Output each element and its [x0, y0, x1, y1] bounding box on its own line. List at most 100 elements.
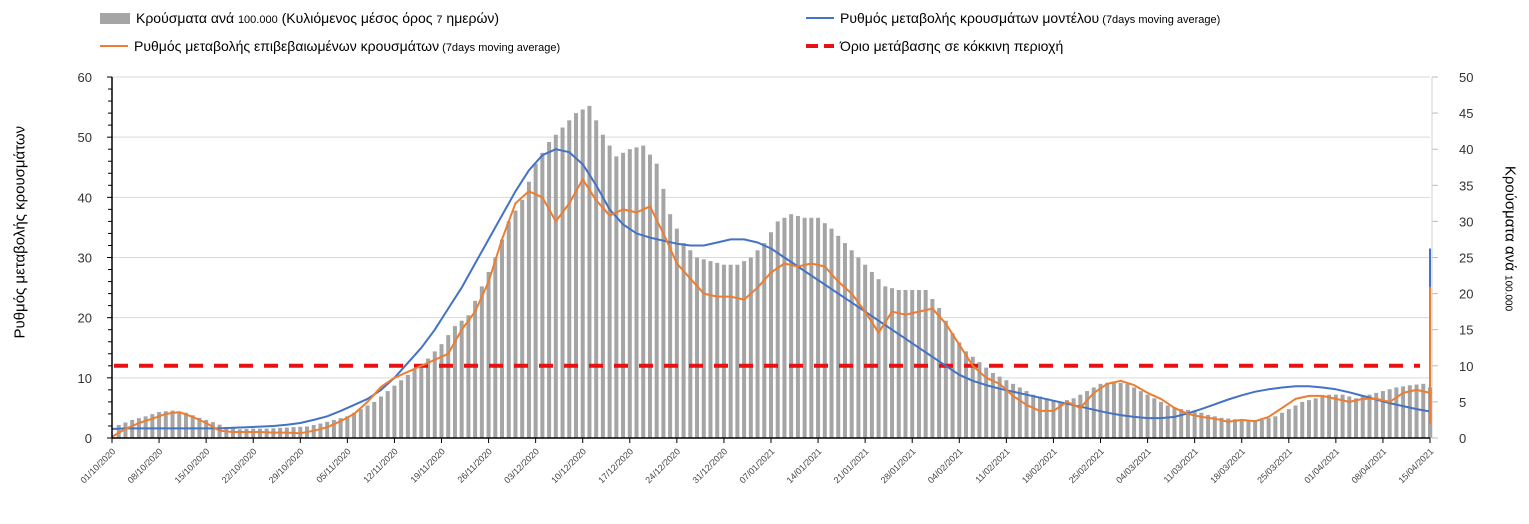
bar [426, 358, 431, 438]
y-left-tick-label: 50 [78, 130, 92, 145]
x-tick-label: 26/11/2020 [456, 446, 494, 484]
bar [520, 199, 525, 438]
y-left-tick-label: 60 [78, 70, 92, 85]
bar [1327, 394, 1332, 438]
bar [560, 127, 565, 438]
bar [641, 145, 646, 438]
x-tick-label: 31/12/2020 [690, 446, 729, 485]
bar [661, 188, 666, 438]
bar [244, 428, 249, 438]
bar [331, 419, 336, 438]
bar [587, 105, 592, 438]
bar [1347, 396, 1352, 438]
bar [466, 315, 471, 438]
bar [547, 141, 552, 439]
bar [594, 120, 599, 438]
legend-bars-swatch [100, 12, 130, 24]
bar [163, 411, 168, 438]
bar [1333, 394, 1338, 438]
bar [473, 300, 478, 438]
bar [836, 235, 841, 438]
bar [1286, 409, 1291, 438]
bar [486, 271, 491, 438]
legend-model-swatch [806, 17, 834, 19]
y-right-tick-label: 30 [1459, 214, 1473, 229]
y-right-tick-label: 35 [1459, 178, 1473, 193]
bar [647, 154, 652, 439]
bar [224, 427, 229, 438]
bar [358, 409, 363, 438]
bar [1320, 396, 1325, 438]
bar [439, 344, 444, 438]
x-tick-label: 04/02/2021 [926, 446, 965, 485]
bar [1306, 400, 1311, 438]
y-right-tick-label: 10 [1459, 359, 1473, 374]
bar [526, 181, 531, 438]
x-tick-label: 11/03/2021 [1162, 446, 1200, 484]
bar [1085, 391, 1090, 438]
bar [1091, 387, 1096, 438]
bar [1232, 419, 1237, 438]
bar [123, 422, 128, 438]
bar [997, 376, 1002, 438]
bar [385, 391, 390, 438]
bar [1011, 383, 1016, 438]
bar [352, 412, 357, 438]
bar [1185, 409, 1190, 438]
bar [977, 362, 982, 438]
bar [654, 163, 659, 438]
bar [1219, 417, 1224, 438]
bar [264, 428, 269, 438]
bar [876, 279, 881, 438]
bar [1138, 391, 1143, 438]
bar [1051, 400, 1056, 438]
bar [150, 414, 155, 438]
bar [452, 326, 457, 438]
bar [1407, 385, 1412, 438]
bar [365, 405, 370, 438]
bar [802, 217, 807, 438]
bar [183, 412, 188, 438]
x-tick-label: 25/03/2021 [1255, 446, 1294, 485]
bar [1071, 398, 1076, 438]
bar [1414, 384, 1419, 438]
bar [930, 299, 935, 438]
bar [1246, 419, 1251, 438]
bar [580, 109, 585, 439]
bar [143, 416, 148, 438]
bar [1226, 418, 1231, 438]
bar [1367, 394, 1372, 438]
bar [459, 320, 464, 438]
y-right-tick-label: 5 [1459, 395, 1466, 410]
bar [964, 351, 969, 438]
x-tick-label: 08/04/2021 [1349, 446, 1388, 485]
bar [1199, 412, 1204, 438]
x-tick-label: 11/02/2021 [973, 446, 1011, 484]
legend-bars: Κρούσματα ανά 100.000 (Κυλιόμενος μέσος … [100, 10, 499, 26]
legend-threshold-swatch [806, 44, 836, 48]
bar [869, 271, 874, 438]
bar [621, 152, 626, 438]
x-tick-label: 29/10/2020 [267, 446, 306, 485]
bar [1206, 414, 1211, 438]
bar [816, 217, 821, 438]
bar [190, 415, 195, 438]
bar [116, 425, 121, 438]
x-tick-label: 07/01/2021 [737, 446, 776, 485]
x-tick-label: 04/03/2021 [1114, 446, 1153, 485]
y-right-tick-label: 40 [1459, 142, 1473, 157]
bar [728, 264, 733, 438]
legend-confirmed-swatch [100, 45, 128, 47]
x-tick-label: 10/12/2020 [549, 446, 588, 485]
x-tick-label: 05/11/2020 [314, 446, 352, 484]
bar [1239, 419, 1244, 438]
bar [1273, 416, 1278, 438]
bar [392, 385, 397, 438]
bar [1024, 391, 1029, 438]
bar [1212, 416, 1217, 438]
bar [231, 428, 236, 438]
bar [257, 428, 262, 438]
bar [849, 250, 854, 438]
bar [378, 396, 383, 438]
x-tick-label: 28/01/2021 [879, 446, 918, 485]
